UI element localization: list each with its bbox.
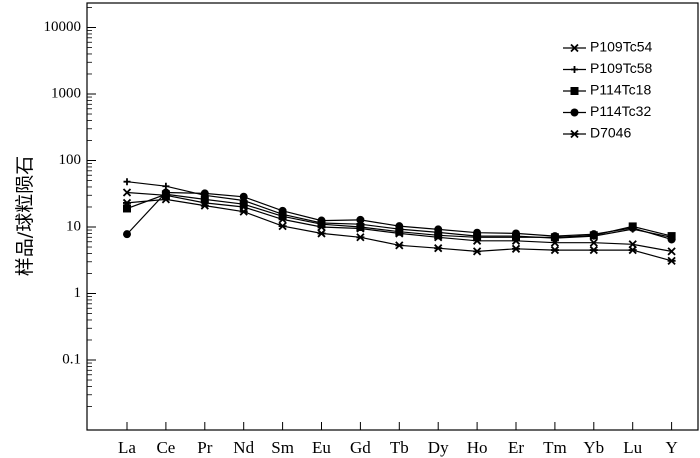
data-point	[278, 222, 287, 231]
data-point	[550, 232, 559, 241]
legend-item: P114Tc32	[563, 103, 651, 119]
data-point	[628, 245, 637, 255]
y-tick-label: 1000	[51, 85, 81, 101]
y-tick-label: 0.1	[62, 351, 81, 367]
data-point	[395, 222, 404, 231]
data-point	[434, 244, 443, 253]
x-tick-label: Ho	[467, 438, 488, 457]
legend-marker	[570, 108, 579, 117]
data-point	[161, 195, 171, 204]
data-point	[628, 223, 637, 232]
y-tick-label: 100	[59, 152, 82, 168]
legend-item: D7046	[563, 125, 631, 141]
legend-label: P114Tc18	[590, 82, 651, 98]
series-d7046	[122, 195, 676, 265]
legend-marker	[570, 43, 579, 53]
data-point	[589, 245, 598, 255]
y-axis-label: 样品/球粒陨石	[14, 156, 36, 276]
x-tick-label: Eu	[312, 438, 331, 457]
y-tick-label: 10	[66, 218, 81, 234]
data-point	[200, 201, 209, 210]
legend-label: D7046	[590, 125, 631, 141]
data-point	[122, 198, 132, 208]
data-point	[123, 230, 131, 239]
x-tick-label: Sm	[271, 438, 294, 457]
data-point	[473, 233, 482, 242]
data-point	[356, 233, 365, 242]
data-point	[589, 230, 598, 239]
legend-item: P109Tc54	[563, 39, 652, 55]
x-tick-label: Yb	[583, 438, 604, 457]
data-point	[667, 247, 676, 256]
x-tick-label: Er	[508, 438, 524, 457]
data-point	[667, 235, 676, 244]
data-point	[123, 178, 131, 186]
data-point	[317, 216, 326, 225]
data-point	[356, 223, 365, 231]
y-tick-label: 1	[74, 285, 82, 301]
legend-marker	[570, 87, 579, 95]
y-axis: 0.1 1 10 100 1000 10000	[44, 7, 96, 407]
x-tick-label: Tb	[390, 438, 409, 457]
data-point	[200, 189, 209, 198]
legend-marker	[571, 66, 578, 73]
x-axis: La Ce Pr Nd Sm Eu Gd Tb Dy Ho Er Tm Yb Lu Y	[118, 422, 678, 457]
x-tick-label: Tm	[543, 438, 567, 457]
x-tick-label: La	[118, 438, 136, 457]
legend-label: P109Tc58	[590, 60, 652, 76]
x-tick-label: Gd	[350, 438, 371, 457]
x-tick-label: Dy	[428, 438, 449, 457]
legend-item: P114Tc18	[563, 82, 651, 98]
data-point	[356, 215, 365, 224]
data-point	[434, 225, 443, 234]
data-point	[550, 245, 560, 255]
legend-marker	[570, 129, 579, 139]
data-point	[123, 204, 131, 213]
data-point	[434, 231, 443, 240]
data-point	[512, 229, 520, 238]
legend-label: P109Tc54	[590, 39, 652, 55]
data-point	[239, 192, 248, 201]
series-layer	[122, 178, 676, 265]
data-point	[239, 207, 248, 216]
data-point	[473, 228, 482, 237]
data-point	[589, 238, 598, 247]
legend-label: P114Tc32	[590, 103, 651, 119]
data-point	[161, 188, 170, 197]
data-point	[511, 244, 521, 253]
series-p114tc32	[123, 188, 676, 244]
data-point	[122, 188, 132, 197]
legend-item: P109Tc58	[563, 60, 652, 76]
data-point	[395, 241, 404, 250]
data-point	[395, 227, 404, 236]
data-point	[200, 195, 209, 204]
data-point	[667, 256, 676, 265]
plot-frame	[86, 2, 699, 431]
data-point	[278, 212, 287, 221]
x-tick-label: Y	[665, 438, 677, 457]
data-point	[472, 247, 482, 256]
x-tick-label: Pr	[197, 438, 212, 457]
x-tick-label: Lu	[623, 438, 642, 457]
x-tick-label: Nd	[233, 438, 254, 457]
x-tick-label: Ce	[156, 438, 175, 457]
y-tick-label: 10000	[44, 19, 82, 35]
data-point	[278, 206, 287, 215]
legend: P109Tc54 P109Tc58 P114Tc18 P114Tc32 D7046	[563, 39, 652, 141]
data-point	[239, 200, 248, 209]
data-point	[317, 229, 326, 238]
